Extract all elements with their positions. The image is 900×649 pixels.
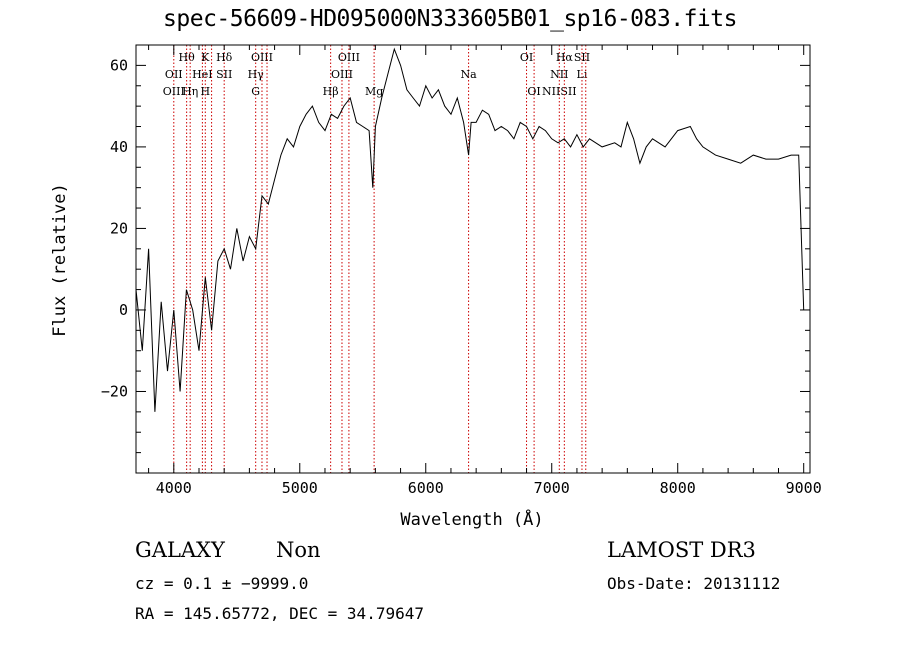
line-label: Hη: [182, 85, 198, 98]
line-label: G: [251, 85, 260, 98]
line-label: H: [200, 85, 210, 98]
line-label: OIII: [163, 85, 185, 98]
line-label: OIII: [338, 51, 360, 64]
line-label: Hθ: [179, 51, 196, 64]
line-label: OI: [520, 51, 533, 64]
y-tick-label: 0: [119, 301, 128, 319]
line-label: Na: [460, 68, 477, 81]
line-label: NIISII: [542, 85, 577, 98]
x-tick-label: 4000: [156, 479, 192, 497]
line-label: OI: [527, 85, 540, 98]
plot-frame: [135, 44, 811, 474]
x-tick-label: 6000: [408, 479, 444, 497]
survey-name: LAMOST DR3: [607, 538, 756, 562]
line-label: Hγ: [248, 68, 265, 81]
spectrum-series: [135, 47, 805, 412]
x-tick-label: 7000: [534, 479, 570, 497]
object-class: GALAXY: [135, 538, 225, 562]
line-label: K: [201, 51, 210, 64]
line-label: OII: [165, 68, 183, 81]
line-label: Hδ: [216, 51, 233, 64]
x-tick-label: 8000: [660, 479, 696, 497]
x-axis-label: Wavelength (Å): [400, 510, 544, 530]
y-tick-label: −20: [101, 382, 128, 400]
line-label: Mg: [365, 85, 383, 98]
y-tick-label: 60: [110, 56, 128, 74]
line-label: Hα: [556, 51, 574, 64]
object-subclass: Non: [276, 538, 321, 562]
x-tick-label: 5000: [282, 479, 318, 497]
x-tick-label: 9000: [786, 479, 822, 497]
line-label: Hβ: [323, 85, 339, 98]
y-tick-label: 20: [110, 219, 128, 237]
line-label: OIII: [331, 68, 353, 81]
line-label: SII: [216, 68, 232, 81]
chart-title: spec-56609-HD095000N333605B01_sp16-083.f…: [163, 6, 737, 32]
observation-date: Obs-Date: 20131112: [607, 574, 781, 593]
y-axis-label: Flux (relative): [50, 183, 70, 337]
y-tick-label: 40: [110, 138, 128, 156]
line-label: SII: [574, 51, 590, 64]
redshift-text: cz = 0.1 ± −9999.0: [135, 574, 309, 593]
line-label: NII: [550, 68, 568, 81]
line-label: OIII: [251, 51, 273, 64]
coordinates-text: RA = 145.65772, DEC = 34.79647: [135, 604, 424, 623]
line-label: HeI: [192, 68, 212, 81]
line-label: Li: [577, 68, 588, 81]
